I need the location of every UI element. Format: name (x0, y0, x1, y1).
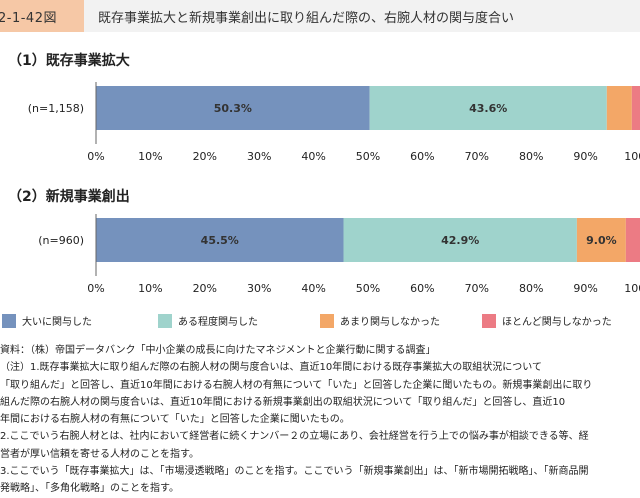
note-line: 2.ここでいう右腕人材とは、社内において経営者に続くナンバー２の立場にあり、会社… (0, 431, 589, 443)
x-tick-label: 10% (138, 282, 162, 295)
note-line: 資料：（株）帝国データバンク「中小企業の成長に向けたマネジメントと企業行動に関す… (0, 345, 436, 356)
x-tick-label: 40% (301, 150, 325, 163)
x-tick-label: 50% (356, 150, 380, 163)
bar-segment-4 (631, 86, 640, 130)
x-tick-label: 20% (193, 282, 217, 295)
chart-1: (n=1,158) 50.3% 43.6% 0% 10% 20% 30% 40% 50% 60% 7… (28, 82, 640, 163)
x-tick-label: 80% (519, 150, 543, 163)
bar-segment-2 (343, 218, 577, 262)
note-line: 3.ここでいう「既存事業拡大」は、「市場浸透戦略」のことを指す。ここでいう「新規… (0, 466, 589, 478)
x-tick-label: 0% (87, 150, 104, 163)
data-label: 45.5% (201, 234, 239, 247)
x-tick-label: 0% (87, 282, 104, 295)
bar-segment-2 (369, 86, 607, 130)
chart-1-title: （1）既存事業拡大 (8, 53, 130, 69)
bar-segment-3 (606, 86, 632, 130)
x-tick-label: 30% (247, 282, 271, 295)
data-label: 50.3% (214, 102, 252, 115)
legend-label: ほとんど関与しなかった (502, 317, 612, 328)
figure-header: 2-1-42図 既存事業拡大と新規事業創出に取り組んだ際の、右腕人材の関与度合い (0, 0, 640, 32)
figure-number: 2-1-42図 (0, 0, 84, 32)
x-tick-label: 90% (573, 150, 597, 163)
legend-item: ほとんど関与しなかった (482, 313, 612, 328)
x-tick-label: 60% (410, 150, 434, 163)
x-tick-label: 60% (410, 282, 434, 295)
note-line: 営者が厚い信頼を寄せる人材のことを指す。 (0, 448, 199, 460)
legend-item: ある程度関与した (158, 313, 258, 328)
bar-segment-1 (96, 218, 344, 262)
legend-item: あまり関与しなかった (320, 313, 440, 328)
category-label: (n=960) (38, 234, 84, 247)
legend-item: 大いに関与した (2, 313, 92, 328)
data-label: 42.9% (441, 234, 479, 247)
note-line: 「取り組んだ」と回答し、直近10年間における右腕人材の有無について「いた」と回答… (0, 379, 593, 391)
bar-segment-3 (576, 218, 626, 262)
chart-2: (n=960) 45.5% 42.9% 9.0% 0% 10% 20% 30% 40% 50% 60… (38, 214, 640, 295)
chart-2-title: （2）新規事業創出 (8, 189, 130, 205)
bar-segment-4 (625, 218, 640, 262)
legend-label: 大いに関与した (22, 317, 92, 328)
chart-legend: 大いに関与した ある程度関与した あまり関与しなかった ほとんど関与しなかった (0, 313, 640, 329)
x-tick-label: 100% (624, 282, 640, 295)
figure-title: 既存事業拡大と新規事業創出に取り組んだ際の、右腕人材の関与度合い (84, 0, 640, 32)
x-tick-label: 40% (301, 282, 325, 295)
note-line: （注）1.既存事業拡大に取り組んだ際の右腕人材の関与度合いは、直近10年間におけ… (0, 362, 542, 374)
legend-swatch (2, 313, 16, 328)
source-notes: 資料：（株）帝国データバンク「中小企業の成長に向けたマネジメントと企業行動に関す… (0, 342, 640, 498)
x-tick-label: 100% (624, 150, 640, 163)
note-line: 発戦略」、「多角化戦略」のことを指す。 (0, 483, 179, 495)
bar-segment-1 (96, 86, 370, 130)
legend-label: あまり関与しなかった (340, 317, 440, 328)
legend-swatch (482, 313, 496, 328)
x-tick-label: 90% (573, 282, 597, 295)
legend-swatch (158, 313, 172, 328)
legend-label: ある程度関与した (178, 317, 258, 328)
x-tick-label: 10% (138, 150, 162, 163)
x-tick-label: 30% (247, 150, 271, 163)
x-tick-label: 50% (356, 282, 380, 295)
x-tick-label: 80% (519, 282, 543, 295)
x-tick-label: 70% (465, 282, 489, 295)
category-label: (n=1,158) (28, 102, 84, 115)
data-label: 9.0% (586, 234, 617, 247)
data-label: 43.6% (469, 102, 507, 115)
x-tick-label: 20% (193, 150, 217, 163)
note-line: 組んだ際の右腕人材の関与度合いは、直近10年間における新規事業創出の取組状況につ… (0, 396, 566, 408)
note-line: 年間における右腕人材の有無について「いた」と回答した企業に聞いたもの。 (0, 414, 350, 426)
legend-swatch (320, 313, 334, 328)
x-tick-label: 70% (465, 150, 489, 163)
